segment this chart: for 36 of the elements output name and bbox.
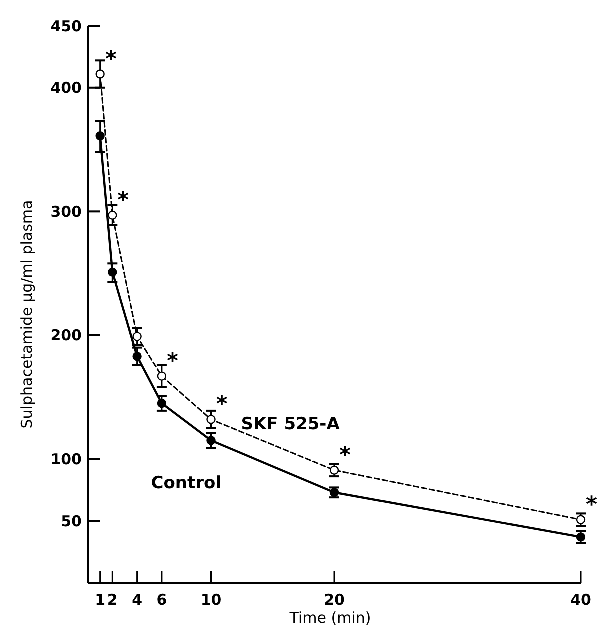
x-axis-title: Time (min) xyxy=(288,609,372,627)
y-axis-title: Sulphacetamide μg/ml plasma xyxy=(18,200,36,429)
series-label: SKF 525-A xyxy=(241,414,341,435)
y-tick-label: 400 xyxy=(50,79,82,98)
point xyxy=(576,532,586,542)
x-tick-label: 20 xyxy=(324,591,345,609)
x-tick-label: 1 xyxy=(95,591,106,609)
annotation: * xyxy=(105,47,118,72)
y-tick-label: 100 xyxy=(50,450,82,468)
series-label: Control xyxy=(151,474,222,494)
y-tick-label: 450 xyxy=(50,17,82,36)
x-tick-label: 10 xyxy=(200,591,222,609)
x-tick-label: 2 xyxy=(107,591,118,609)
point xyxy=(576,515,586,524)
point xyxy=(108,210,118,220)
y-tick-label: 50 xyxy=(61,512,82,530)
x-tick-label: 4 xyxy=(132,591,143,609)
point xyxy=(206,415,216,424)
x-tick-label: 40 xyxy=(570,591,592,609)
point xyxy=(108,268,118,277)
point xyxy=(96,132,105,141)
x-tick-label: 6 xyxy=(156,591,168,609)
point xyxy=(96,70,105,79)
point xyxy=(330,466,340,475)
y-tick-label: 200 xyxy=(50,326,82,345)
point xyxy=(206,436,216,446)
point xyxy=(157,398,167,408)
point xyxy=(132,332,142,342)
point xyxy=(157,372,167,381)
annotation: * xyxy=(166,349,179,374)
point xyxy=(132,352,142,362)
y-tick-label: 300 xyxy=(50,202,82,221)
annotation: * xyxy=(216,392,228,418)
annotation: * xyxy=(340,443,352,468)
annotation: * xyxy=(118,188,130,214)
annotation: * xyxy=(586,492,598,518)
